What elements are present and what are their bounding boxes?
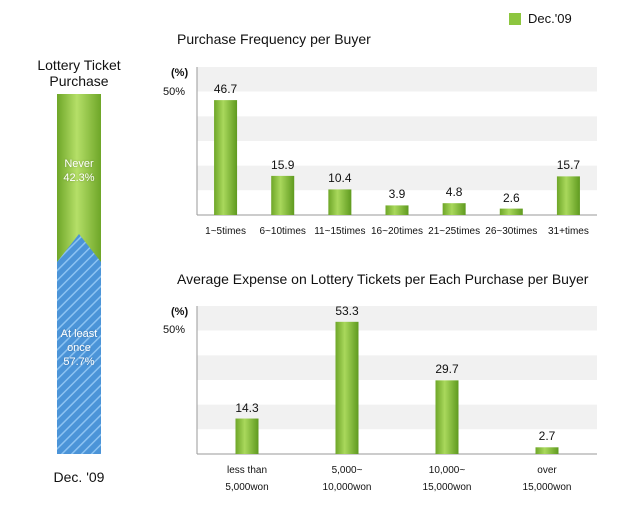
expense-grid-band — [197, 404, 597, 430]
expense-bar — [235, 418, 259, 454]
frequency-x-label: 31+times — [547, 226, 589, 237]
left-chart-category: Dec. '09 — [53, 469, 105, 485]
frequency-grid-band — [197, 67, 597, 92]
at-least-once-segment — [57, 234, 101, 454]
top-chart-ytick: 50% — [163, 86, 186, 98]
bottom-chart-ytick: 50% — [163, 324, 186, 336]
frequency-value-label: 10.4 — [328, 171, 352, 186]
top-chart-unit: (%) — [171, 67, 189, 79]
expense-x-label: less than 5,000won — [225, 465, 269, 493]
at-least-once-label: At least once 57.7% — [60, 328, 98, 368]
frequency-bar — [499, 208, 523, 215]
frequency-bar — [328, 189, 352, 215]
expense-bar — [335, 321, 359, 454]
frequency-grid-band — [197, 91, 597, 117]
expense-x-label: 5,000~ 10,000won — [322, 465, 372, 493]
frequency-x-label: 1~5times — [205, 226, 246, 237]
bottom-chart-title: Average Expense on Lottery Tickets per E… — [177, 271, 589, 287]
expense-x-label: 10,000~ 15,000won — [422, 465, 472, 493]
bottom-chart-background — [196, 306, 597, 455]
frequency-grid-band — [197, 116, 597, 141]
expense-bar — [435, 380, 459, 454]
top-chart-bars — [214, 100, 580, 215]
frequency-value-label: 15.7 — [556, 158, 581, 173]
top-chart-title: Purchase Frequency per Buyer — [177, 31, 371, 47]
expense-value-label: 14.3 — [235, 400, 259, 415]
frequency-value-label: 15.9 — [271, 157, 295, 172]
frequency-value-label: 4.8 — [445, 185, 463, 200]
left-stacked-bar — [57, 94, 101, 454]
legend-swatch — [509, 13, 521, 25]
bottom-chart-bars — [235, 321, 559, 454]
expense-value-label: 29.7 — [435, 362, 459, 377]
frequency-x-label: 26~30times — [485, 226, 538, 237]
top-chart-background — [196, 67, 597, 216]
expense-bar — [535, 447, 559, 454]
frequency-bar — [442, 203, 466, 215]
left-chart-title: Lottery Ticket Purchase — [37, 57, 121, 89]
expense-value-label: 2.7 — [538, 429, 556, 444]
expense-value-label: 53.3 — [335, 303, 359, 318]
expense-grid-band — [197, 429, 597, 454]
frequency-x-label: 21~25times — [428, 226, 481, 237]
frequency-x-label: 11~15times — [314, 226, 366, 237]
frequency-grid-band — [197, 141, 597, 166]
bottom-chart-unit: (%) — [171, 306, 189, 318]
expense-grid-band — [197, 355, 597, 380]
frequency-bar — [271, 175, 295, 215]
never-label: Never 42.3% — [63, 158, 95, 184]
frequency-value-label: 3.9 — [388, 187, 406, 202]
frequency-value-label: 2.6 — [502, 190, 520, 205]
frequency-x-label: 6~10times — [259, 226, 306, 237]
legend-label: Dec.'09 — [528, 11, 572, 26]
expense-grid-band — [197, 306, 597, 331]
frequency-value-label: 46.7 — [213, 82, 238, 97]
expense-x-label: over 15,000won — [522, 465, 572, 493]
frequency-bar — [556, 176, 580, 215]
expense-grid-band — [197, 380, 597, 405]
frequency-grid-band — [197, 165, 597, 191]
frequency-bar — [214, 100, 238, 215]
frequency-bar — [385, 205, 409, 215]
expense-grid-band — [197, 330, 597, 356]
frequency-x-label: 16~20times — [371, 226, 423, 237]
